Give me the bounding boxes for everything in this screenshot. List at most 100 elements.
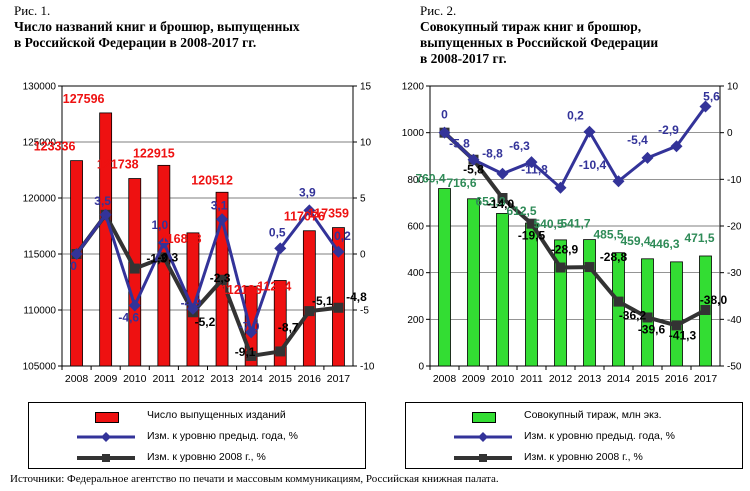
series-line-2008 (74, 212, 339, 358)
point-prev-year (99, 208, 112, 221)
bar-value-label: 653,8 (475, 194, 505, 208)
y-right-tick-label: -50 (727, 362, 742, 373)
point-2008 (671, 320, 682, 331)
legend-item-2008: Изм. к уровню 2008 г., % (29, 448, 365, 468)
legend-item-prev-year: Изм. к уровню предыд. года, % (406, 427, 742, 447)
base-2008-value-label: -5,1 (312, 294, 333, 308)
y-right-tick-label: -10 (727, 175, 742, 186)
base-2008-value-label: -41,3 (669, 328, 697, 342)
y-right-tick-label: -30 (727, 268, 742, 279)
legend-item-prev-year: Изм. к уровню предыд. года, % (29, 427, 365, 447)
prev-year-value-label: -8,8 (482, 147, 503, 161)
legend-swatch-line (454, 432, 512, 442)
bar-value-label: 120512 (191, 173, 233, 187)
base-2008-value-label: -2,3 (210, 271, 231, 285)
x-tick-label: 2016 (298, 373, 322, 385)
bar-value-label: 127596 (63, 92, 105, 106)
legend-label: Изм. к уровню 2008 г., % (147, 451, 266, 463)
bar-value-label: 121738 (97, 158, 139, 172)
point-2008 (555, 262, 566, 273)
prev-year-value-label: -5,4 (627, 133, 648, 147)
y-right-tick-label: -40 (727, 315, 742, 326)
base-2008-value-label: -39,6 (638, 322, 666, 336)
series-line-prev-year (443, 105, 707, 190)
x-tick-label: 2008 (65, 373, 89, 385)
y-right-tick-label: -5 (360, 306, 369, 317)
bar-value-label: 459,4 (620, 234, 650, 248)
y-left-tick-label: 1200 (402, 82, 425, 93)
bar-value-label: 117359 (308, 207, 349, 221)
point-prev-year (274, 242, 287, 255)
point-prev-year (332, 245, 345, 258)
bar-value-label: 541,7 (560, 217, 590, 231)
bar-value-label: 117076 (284, 210, 325, 224)
base-2008-value-label: -1,3 (146, 252, 167, 266)
x-tick-label: 2010 (491, 373, 515, 385)
y-left-tick-label: 1000 (402, 128, 425, 139)
y-left-tick-label: 800 (407, 175, 424, 186)
x-tick-label: 2012 (549, 373, 573, 385)
point-prev-year (70, 248, 83, 260)
bar-value-label: 540,5 (533, 217, 563, 231)
base-2008-value-label: -4,8 (346, 290, 367, 304)
prev-year-value-label: -2,9 (658, 123, 679, 137)
legend-swatch-line (77, 454, 135, 462)
point-prev-year (245, 326, 258, 339)
base-2008-value-label: -28,9 (551, 243, 579, 257)
point-prev-year (583, 125, 596, 138)
point-prev-year (128, 299, 141, 312)
legend-label: Число выпущенных изданий (147, 409, 286, 421)
x-tick-label: 2014 (239, 373, 263, 385)
legend-swatch-line (454, 454, 512, 462)
point-2008 (246, 350, 257, 361)
x-tick-label: 2017 (694, 373, 718, 385)
y-left-tick-label: 130000 (23, 82, 57, 93)
point-2008 (497, 193, 508, 203)
base-2008-value-label: -9,1 (235, 345, 256, 359)
base-2008-value-label: -28,8 (600, 250, 628, 264)
x-tick-label: 2014 (607, 373, 631, 385)
bar (670, 261, 683, 367)
y-left-tick-label: 400 (407, 268, 424, 279)
x-tick-label: 2011 (520, 373, 543, 385)
bar-value-label: 112126 (221, 283, 262, 297)
prev-year-value-label: 0,2 (334, 229, 351, 243)
point-prev-year (467, 153, 480, 166)
point-2008 (304, 306, 315, 317)
chart-title: Совокупный тираж книг и брошюр, выпущенн… (420, 19, 659, 66)
prev-year-value-label: -10,4 (579, 158, 607, 172)
base-2008-value-label: -36,2 (619, 309, 647, 323)
base-2008-value-label: -5,2 (195, 315, 216, 329)
legend-item-bars: Совокупный тираж, млн экз. (406, 406, 742, 426)
figure-label: Рис. 2. (420, 3, 457, 18)
prev-year-value-label: 3,5 (94, 194, 111, 208)
bar (99, 112, 113, 367)
point-prev-year (554, 181, 567, 194)
bar (70, 160, 83, 367)
bar (438, 188, 451, 367)
x-tick-label: 2015 (269, 373, 293, 385)
x-tick-label: 2008 (433, 373, 457, 385)
base-2008-value-label: -19,5 (518, 229, 546, 243)
bar-value-label: 11264 (257, 279, 291, 293)
series-line-2008 (443, 131, 707, 328)
point-prev-year (670, 140, 683, 153)
y-left-tick-label: 115000 (23, 250, 56, 261)
y-left-tick-label: 110000 (23, 306, 56, 317)
prev-year-value-label: 1,0 (152, 218, 169, 232)
base-2008-value-label: -0,3 (158, 250, 179, 264)
chart-title: Число названий книг и брошюр, выпущенных… (14, 19, 300, 50)
legend-label: Изм. к уровню предыд. года, % (147, 430, 299, 442)
bar-value-label: 446,3 (649, 237, 679, 251)
point-2008 (129, 263, 140, 274)
bar-value-label: 485,5 (593, 228, 623, 242)
x-tick-label: 2010 (123, 373, 147, 385)
prev-year-value-label: 0,2 (567, 109, 584, 123)
bar-value-label: 116888 (160, 232, 201, 246)
chart-legend: Совокупный тираж, млн экз. Изм. к уровню… (405, 402, 743, 469)
y-left-tick-label: 600 (407, 222, 424, 233)
point-2008 (584, 262, 595, 273)
prev-year-value-label: 0 (441, 108, 448, 122)
point-prev-year (186, 302, 199, 315)
bar (612, 252, 625, 367)
